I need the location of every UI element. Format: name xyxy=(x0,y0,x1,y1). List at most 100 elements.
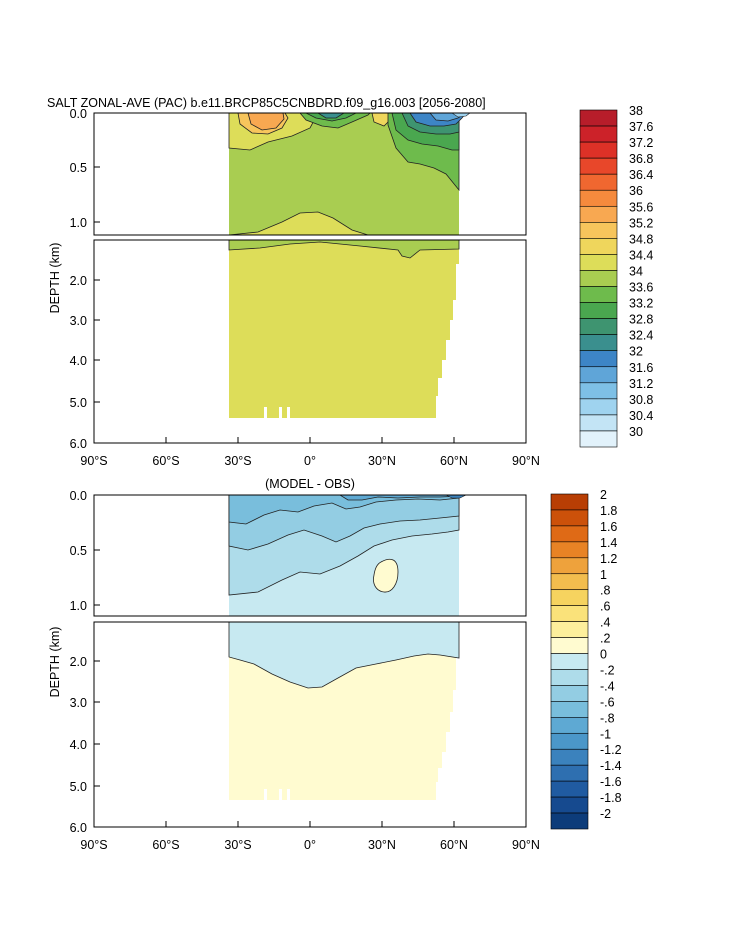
salinity-upper-frame xyxy=(93,112,527,236)
colorbar-label: 37.2 xyxy=(629,136,653,150)
colorbar-swatch xyxy=(550,653,589,670)
y-axis-label: DEPTH (km) xyxy=(48,243,62,314)
colorbar-swatch xyxy=(550,764,589,782)
colorbar-label: 0 xyxy=(600,648,607,662)
colorbar-label: 34 xyxy=(629,264,643,278)
field-minus0.2-0-deep xyxy=(228,622,460,689)
colorbar-swatch xyxy=(579,173,618,191)
colorbar-swatch xyxy=(550,748,589,766)
colorbar-label: -.2 xyxy=(600,663,615,677)
y-tick-label: 1.0 xyxy=(70,599,87,613)
colorbar-swatch xyxy=(579,318,618,335)
colorbar-label: 31.2 xyxy=(629,377,653,391)
colorbar-label: 36.8 xyxy=(629,152,653,166)
x-tick-label: 60°N xyxy=(440,838,468,852)
y-tick-label: 3.0 xyxy=(70,696,87,710)
colorbar-swatch xyxy=(550,589,589,606)
colorbar-swatch xyxy=(579,350,618,368)
colorbar-label: -1.2 xyxy=(600,743,622,757)
colorbar-label: 38 xyxy=(629,104,643,118)
colorbar-label: .2 xyxy=(600,632,610,646)
salinity-upper-panel xyxy=(93,112,527,236)
colorbar-swatch xyxy=(550,493,589,511)
field-minus0.8-minus0.6 xyxy=(228,495,460,525)
colorbar-swatch xyxy=(550,557,589,575)
colorbar-swatch xyxy=(579,125,618,143)
colorbar-label: 37.6 xyxy=(629,120,653,134)
y-tick-label: 4.0 xyxy=(70,354,87,368)
colorbar-label: 32 xyxy=(629,345,643,359)
colorbar-swatch xyxy=(579,382,618,400)
colorbar-label: 36 xyxy=(629,184,643,198)
bathymetry-gaps xyxy=(264,789,290,800)
y-tick-label: 0.5 xyxy=(70,161,87,175)
x-tick-label: 30°N xyxy=(368,454,396,468)
colorbar-swatch xyxy=(550,780,589,798)
colorbar-swatch xyxy=(579,270,618,287)
colorbar-label: 30.8 xyxy=(629,393,653,407)
colorbar-swatch xyxy=(579,205,618,223)
bathymetry-gaps xyxy=(264,407,290,418)
colorbar-swatch xyxy=(550,701,589,718)
colorbar-swatch xyxy=(550,541,589,559)
difference-lower-panel xyxy=(93,621,527,828)
colorbar-label: -1 xyxy=(600,727,611,741)
colorbar-label: -.4 xyxy=(600,679,615,693)
colorbar-swatch xyxy=(579,222,618,239)
x-tick-label: 30°N xyxy=(368,838,396,852)
difference-upper-frame xyxy=(93,494,527,617)
y-tick-label: 0.0 xyxy=(70,107,87,121)
x-tick-label: 90°S xyxy=(80,838,107,852)
colorbar-label: 34.8 xyxy=(629,232,653,246)
colorbar-swatch xyxy=(579,398,618,416)
colorbar-swatch xyxy=(579,366,618,384)
colorbar-label: 31.6 xyxy=(629,361,653,375)
field-30.8-31.2 xyxy=(451,113,471,118)
field-0-0.2-blob xyxy=(373,558,399,593)
difference-chart: (MODEL - OBS) xyxy=(48,477,622,852)
colorbar-swatch xyxy=(550,637,589,654)
x-tick-label: 30°S xyxy=(224,838,251,852)
y-tick-label: 2.0 xyxy=(70,655,87,669)
colorbar-label: -.6 xyxy=(600,695,615,709)
x-ticks: 90°S 60°S 30°S 0° 30°N 60°N 90°N xyxy=(80,437,540,468)
colorbar-swatch xyxy=(550,732,589,750)
colorbar-label: -1.4 xyxy=(600,759,622,773)
colorbar-swatch xyxy=(550,717,589,734)
y-axis-label: DEPTH (km) xyxy=(48,627,62,698)
colorbar-swatch xyxy=(579,414,618,432)
field-minus1.2-minus1 xyxy=(445,495,467,499)
y-ticks-upper: 0.0 0.5 1.0 xyxy=(70,489,100,613)
colorbar-label: 32.8 xyxy=(629,313,653,327)
colorbar-swatch xyxy=(579,254,618,271)
colorbar-label: 35.6 xyxy=(629,200,653,214)
colorbar-label: 1.2 xyxy=(600,552,617,566)
colorbar-swatch xyxy=(579,238,618,255)
x-ticks: 90°S 60°S 30°S 0° 30°N 60°N 90°N xyxy=(80,821,540,852)
colorbar-swatch xyxy=(579,302,618,319)
y-tick-label: 3.0 xyxy=(70,314,87,328)
difference-chart-title: (MODEL - OBS) xyxy=(265,477,355,491)
y-ticks-lower: 2.0 3.0 4.0 5.0 6.0 xyxy=(70,655,100,835)
y-tick-label: 4.0 xyxy=(70,738,87,752)
colorbar-swatch xyxy=(550,669,589,686)
field-34.4-34.8 xyxy=(228,211,369,235)
colorbar-swatch xyxy=(579,189,618,207)
field-34.4-34.8-deep xyxy=(229,240,459,418)
colorbar-swatch xyxy=(550,509,589,527)
x-tick-label: 60°S xyxy=(152,838,179,852)
colorbar-label: -1.8 xyxy=(600,791,622,805)
colorbar-label: 1.6 xyxy=(600,520,617,534)
y-tick-label: 0.0 xyxy=(70,489,87,503)
colorbar-label: 33.6 xyxy=(629,281,653,295)
colorbar-label: -.8 xyxy=(600,711,615,725)
colorbar-label: 35.2 xyxy=(629,216,653,230)
x-tick-label: 0° xyxy=(304,838,316,852)
field-34-34.4-deep xyxy=(228,240,460,259)
colorbar-swatch xyxy=(579,286,618,303)
colorbar-swatch xyxy=(579,157,618,175)
colorbar-label: 30.4 xyxy=(629,409,653,423)
colorbar-label: 32.4 xyxy=(629,329,653,343)
colorbar-label: 1 xyxy=(600,568,607,582)
